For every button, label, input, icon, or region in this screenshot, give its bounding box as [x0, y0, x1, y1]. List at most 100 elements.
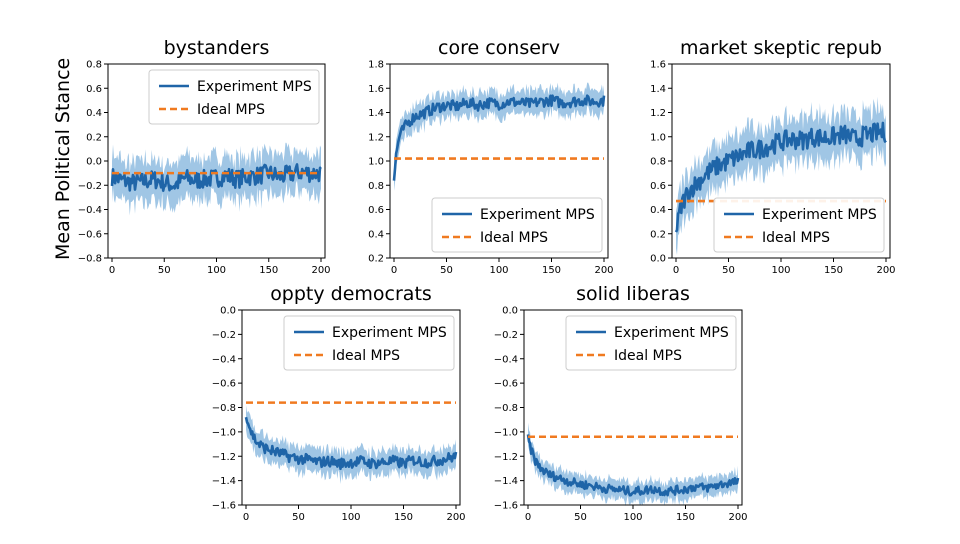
y-tick-label: −1.4: [494, 476, 518, 487]
y-tick-label: 0.2: [650, 229, 666, 240]
y-tick-label: −1.2: [212, 452, 236, 463]
experiment-band: [394, 82, 604, 191]
y-tick-label: 1.6: [650, 60, 666, 71]
x-tick-label: 50: [292, 512, 305, 523]
x-tick-label: 200: [728, 512, 747, 523]
x-tick-label: 150: [824, 265, 843, 276]
x-tick-label: 150: [542, 265, 561, 276]
x-tick-label: 200: [594, 265, 613, 276]
y-tick-label: 0.8: [368, 181, 384, 192]
y-tick-label: −1.0: [494, 427, 518, 438]
y-tick-label: 0.8: [86, 60, 102, 71]
legend-ideal-label: Ideal MPS: [197, 102, 265, 118]
y-tick-label: 0.6: [86, 84, 102, 95]
figure-ylabel: Mean Political Stance: [52, 57, 74, 260]
legend-ideal-label: Ideal MPS: [332, 348, 400, 364]
legend-ideal-label: Ideal MPS: [614, 348, 682, 364]
x-tick-label: 50: [722, 265, 735, 276]
legend: Experiment MPS Ideal MPS: [431, 197, 603, 253]
y-tick-label: −0.2: [78, 181, 102, 192]
subplot-title: bystanders: [164, 37, 270, 59]
y-tick-label: −0.6: [212, 379, 236, 390]
y-tick-label: 1.0: [368, 157, 384, 168]
x-tick-label: 150: [394, 512, 413, 523]
y-tick-label: 0.0: [650, 254, 666, 265]
y-tick-label: 0.0: [502, 306, 518, 317]
x-tick-label: 200: [446, 512, 465, 523]
y-tick-label: −1.6: [494, 501, 518, 512]
y-tick-label: 0.6: [650, 181, 666, 192]
y-tick-label: 0.0: [220, 306, 236, 317]
subplot-4: solid liberas 0 50 100 150 200 −1.6 −1.4 −1.2 −1.…: [494, 283, 748, 523]
experiment-line: [674, 121, 887, 233]
x-tick-label: 100: [489, 265, 508, 276]
legend-experiment-label: Experiment MPS: [197, 79, 312, 95]
y-tick-label: 1.6: [368, 84, 384, 95]
y-tick-label: 1.4: [368, 108, 384, 119]
legend-experiment-label: Experiment MPS: [332, 325, 447, 341]
x-tick-label: 150: [259, 265, 278, 276]
x-tick-label: 100: [771, 265, 790, 276]
y-tick-label: −0.4: [494, 354, 518, 365]
subplot-title: solid liberas: [576, 283, 690, 305]
subplot-2: market skeptic repub 0 50 100 150 200 0.0 0.2 0.…: [650, 37, 895, 276]
legend-experiment-label: Experiment MPS: [762, 207, 877, 223]
subplot-0: bystanders 0 50 100 150 200 −0.8 −0.6 −0.4 −0.2 0.…: [78, 37, 331, 276]
y-tick-label: 0.8: [650, 157, 666, 168]
y-tick-label: −0.6: [78, 229, 102, 240]
legend-box: [431, 197, 603, 253]
y-tick-label: 1.4: [650, 84, 666, 95]
y-tick-label: −0.8: [494, 403, 518, 414]
x-tick-label: 50: [440, 265, 453, 276]
experiment-band: [246, 405, 456, 484]
x-tick-label: 0: [391, 265, 397, 276]
y-tick-label: −1.0: [212, 427, 236, 438]
subplot-3: oppty democrats 0 50 100 150 200 −1.6 −1.4 −1.2 −…: [212, 283, 466, 523]
y-tick-label: −1.2: [494, 452, 518, 463]
y-tick-label: 0.2: [86, 132, 102, 143]
subplot-title: core conserv: [438, 37, 560, 59]
y-tick-label: −0.6: [494, 379, 518, 390]
x-tick-label: 0: [243, 512, 249, 523]
legend: Experiment MPS Ideal MPS: [713, 197, 885, 253]
y-tick-label: −0.4: [212, 354, 236, 365]
y-tick-label: −0.2: [494, 330, 518, 341]
y-tick-label: −0.2: [212, 330, 236, 341]
x-tick-label: 0: [673, 265, 679, 276]
subplot-1: core conserv 0 50 100 150 200 0.2 0.4 0.6 0.8 1.0 1…: [368, 37, 613, 276]
legend: Experiment MPS Ideal MPS: [148, 69, 320, 125]
x-tick-label: 0: [109, 265, 115, 276]
y-tick-label: 0.4: [86, 108, 102, 119]
legend-ideal-label: Ideal MPS: [762, 230, 830, 246]
y-tick-label: −0.4: [78, 205, 102, 216]
y-tick-label: −0.8: [212, 403, 236, 414]
experiment-line: [392, 94, 606, 181]
legend-ideal-label: Ideal MPS: [480, 230, 548, 246]
x-tick-label: 50: [158, 265, 171, 276]
legend-box: [713, 197, 885, 253]
y-tick-label: 0.2: [368, 254, 384, 265]
experiment-line: [526, 434, 740, 497]
subplot-title: market skeptic repub: [680, 37, 882, 59]
y-tick-label: −1.4: [212, 476, 236, 487]
y-tick-label: 1.8: [368, 60, 384, 71]
y-tick-label: 0.4: [368, 229, 384, 240]
x-tick-label: 200: [311, 265, 330, 276]
y-tick-label: 0.0: [86, 157, 102, 168]
y-tick-label: 1.2: [650, 108, 666, 119]
x-tick-label: 200: [876, 265, 895, 276]
x-tick-label: 100: [623, 512, 642, 523]
y-tick-label: 1.2: [368, 132, 384, 143]
x-tick-label: 150: [676, 512, 695, 523]
legend-experiment-label: Experiment MPS: [480, 207, 595, 223]
legend-box: [283, 315, 455, 371]
y-tick-label: 1.0: [650, 132, 666, 143]
legend-box: [148, 69, 320, 125]
y-tick-label: 0.6: [368, 205, 384, 216]
legend: Experiment MPS Ideal MPS: [283, 315, 455, 371]
legend-experiment-label: Experiment MPS: [614, 325, 729, 341]
x-tick-label: 50: [574, 512, 587, 523]
y-tick-label: −0.8: [78, 254, 102, 265]
